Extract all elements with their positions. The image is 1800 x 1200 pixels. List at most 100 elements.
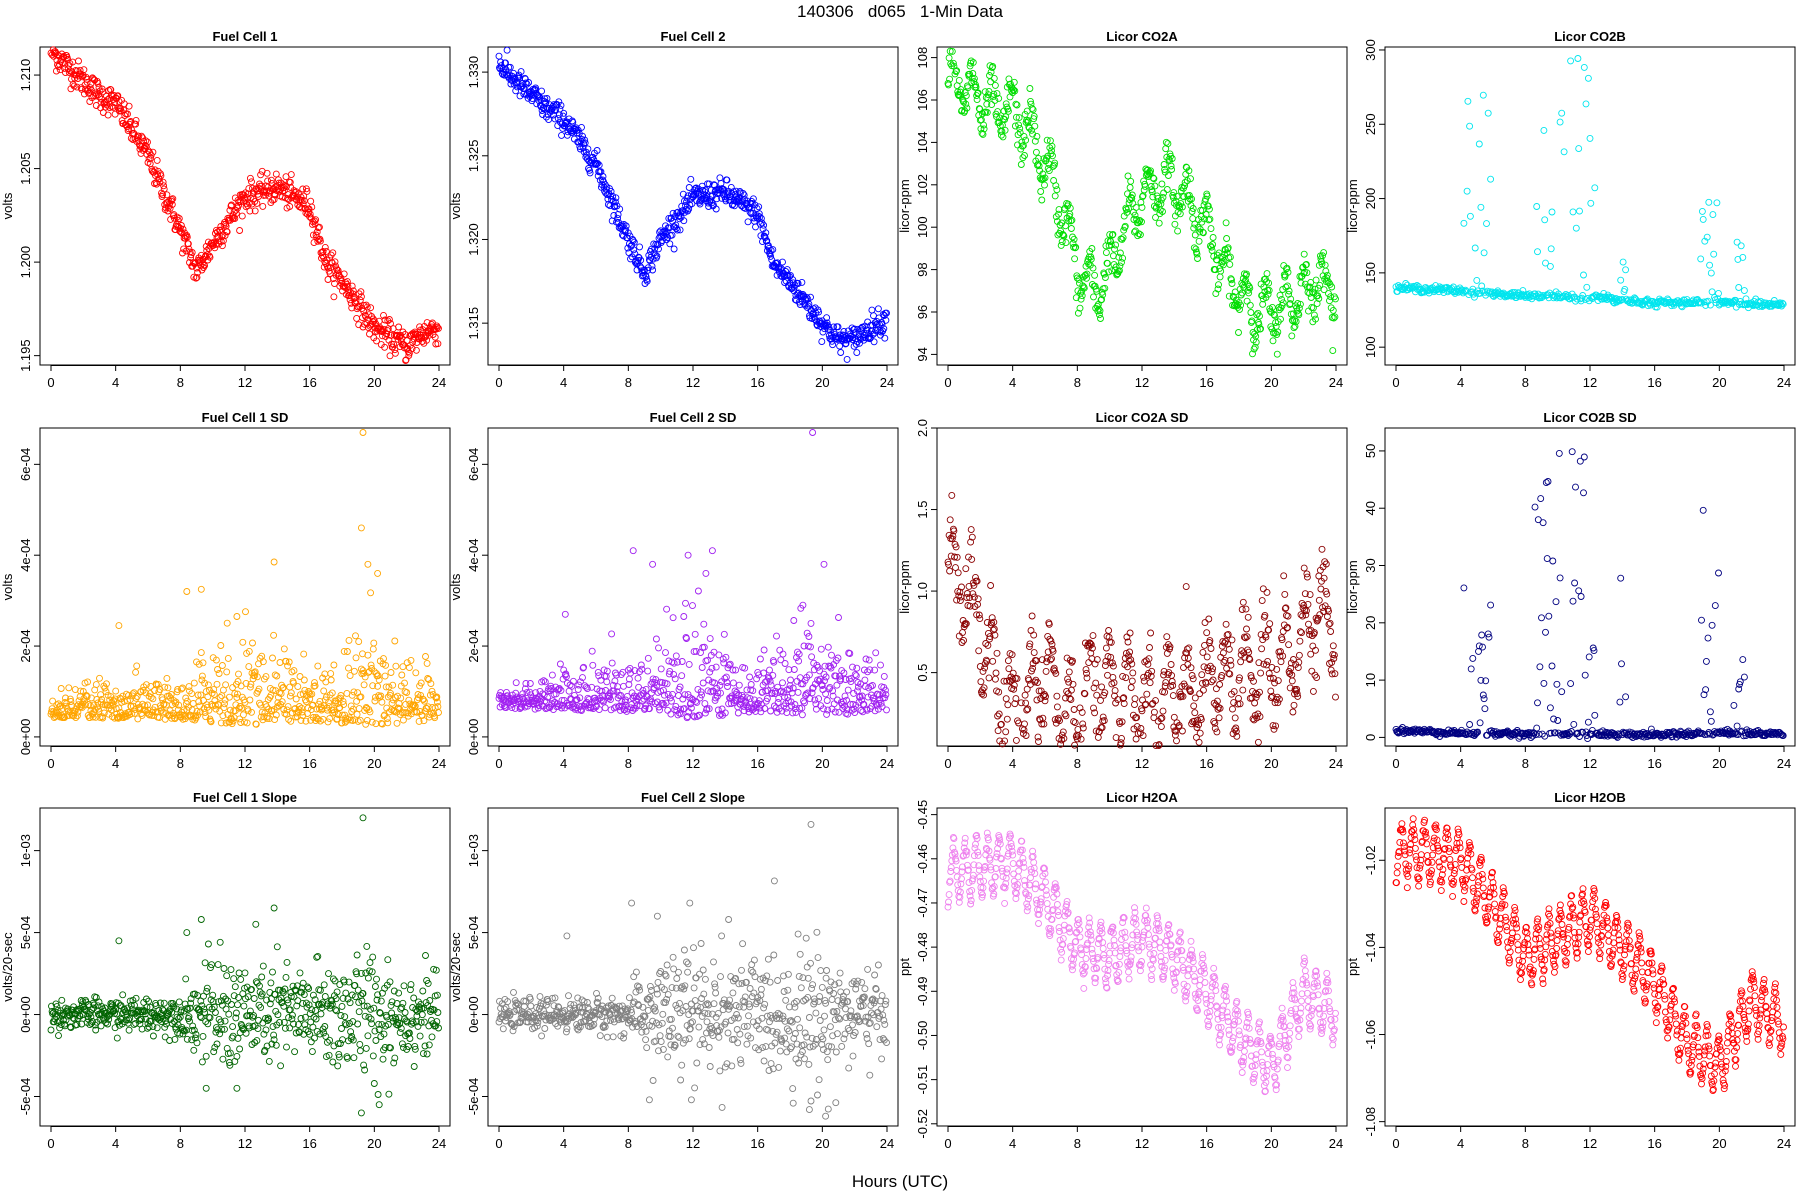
y-tick-label: 100 xyxy=(915,216,930,238)
data-point xyxy=(512,87,520,95)
data-point xyxy=(849,663,856,671)
data-point xyxy=(355,638,363,646)
data-point xyxy=(61,64,68,72)
data-point xyxy=(1533,203,1541,210)
data-point xyxy=(781,660,789,667)
data-point xyxy=(1462,286,1469,294)
data-point xyxy=(74,708,82,716)
data-point xyxy=(994,108,1002,116)
data-point xyxy=(271,191,279,199)
data-point xyxy=(324,276,332,283)
data-point xyxy=(199,659,207,667)
data-point xyxy=(959,629,966,637)
data-point xyxy=(1703,233,1711,241)
data-point xyxy=(989,63,997,70)
data-point xyxy=(1199,229,1207,237)
data-point xyxy=(1194,255,1201,262)
data-point xyxy=(65,69,73,77)
data-point xyxy=(1098,683,1106,691)
data-point xyxy=(433,323,441,331)
data-point xyxy=(352,654,360,662)
data-point xyxy=(1095,311,1103,319)
data-point xyxy=(1039,175,1047,183)
data-point xyxy=(1098,296,1106,303)
data-point xyxy=(1575,145,1583,153)
data-point xyxy=(1201,215,1208,223)
series-points xyxy=(944,491,1339,750)
data-point xyxy=(823,697,831,704)
data-point xyxy=(1779,300,1787,308)
data-point xyxy=(163,674,171,682)
data-point xyxy=(1126,184,1134,191)
data-point xyxy=(286,178,294,186)
data-point xyxy=(1317,255,1325,263)
x-tick-label: 16 xyxy=(1647,375,1661,390)
data-point xyxy=(1094,307,1102,315)
data-point xyxy=(634,674,642,682)
data-point xyxy=(987,582,995,589)
data-point xyxy=(1239,598,1247,606)
data-point xyxy=(1065,668,1073,676)
data-point xyxy=(1327,666,1335,674)
data-point xyxy=(1251,699,1259,707)
data-point xyxy=(1074,309,1082,317)
data-point xyxy=(1135,230,1143,238)
data-point xyxy=(378,332,386,340)
data-point xyxy=(303,187,311,195)
data-point xyxy=(65,684,73,692)
data-point xyxy=(1206,215,1214,223)
data-point xyxy=(1159,193,1167,201)
data-point xyxy=(1696,298,1704,306)
data-point xyxy=(1123,208,1131,216)
data-point xyxy=(586,169,594,177)
data-point xyxy=(431,333,439,341)
data-point xyxy=(1219,649,1227,657)
data-point xyxy=(1708,288,1716,296)
data-point xyxy=(708,547,716,555)
data-point xyxy=(1159,707,1167,715)
data-point xyxy=(680,613,688,620)
data-point xyxy=(110,103,117,111)
data-point xyxy=(1101,284,1109,292)
data-point xyxy=(599,173,607,180)
data-point xyxy=(1617,276,1625,284)
data-point xyxy=(1030,115,1038,123)
data-point xyxy=(744,218,752,226)
data-point xyxy=(1011,87,1019,95)
plot-frame xyxy=(936,46,1348,366)
data-point xyxy=(1470,293,1478,301)
data-point xyxy=(724,683,731,690)
data-point xyxy=(672,221,680,229)
data-point xyxy=(1094,733,1102,741)
data-point xyxy=(1131,211,1139,219)
data-point xyxy=(532,84,540,92)
panel-7: Licor CO2B SD0 4 8 12 16 20 2401020304050licor… xyxy=(1345,410,1796,771)
data-point xyxy=(955,76,963,84)
data-point xyxy=(791,281,799,289)
data-point xyxy=(1093,287,1101,295)
data-point xyxy=(1460,219,1468,227)
data-point xyxy=(1035,154,1042,162)
y-tick-label: 96 xyxy=(915,305,930,319)
data-point xyxy=(1539,291,1547,299)
data-point xyxy=(384,719,392,727)
series-points xyxy=(47,46,442,364)
data-point xyxy=(606,202,614,210)
data-point xyxy=(280,187,288,195)
data-point xyxy=(956,88,964,96)
data-point xyxy=(1030,649,1038,657)
data-point xyxy=(1181,179,1189,186)
data-point xyxy=(1586,134,1594,142)
data-point xyxy=(125,102,133,110)
data-point xyxy=(94,79,102,87)
data-point xyxy=(1002,695,1010,703)
data-point xyxy=(1615,295,1623,303)
data-point xyxy=(95,84,103,91)
data-point xyxy=(1072,243,1080,251)
data-point xyxy=(825,323,833,331)
data-point xyxy=(1021,720,1028,728)
data-point xyxy=(1047,150,1055,158)
data-point xyxy=(1715,289,1722,297)
data-point xyxy=(1534,248,1541,256)
data-point xyxy=(1432,282,1440,290)
